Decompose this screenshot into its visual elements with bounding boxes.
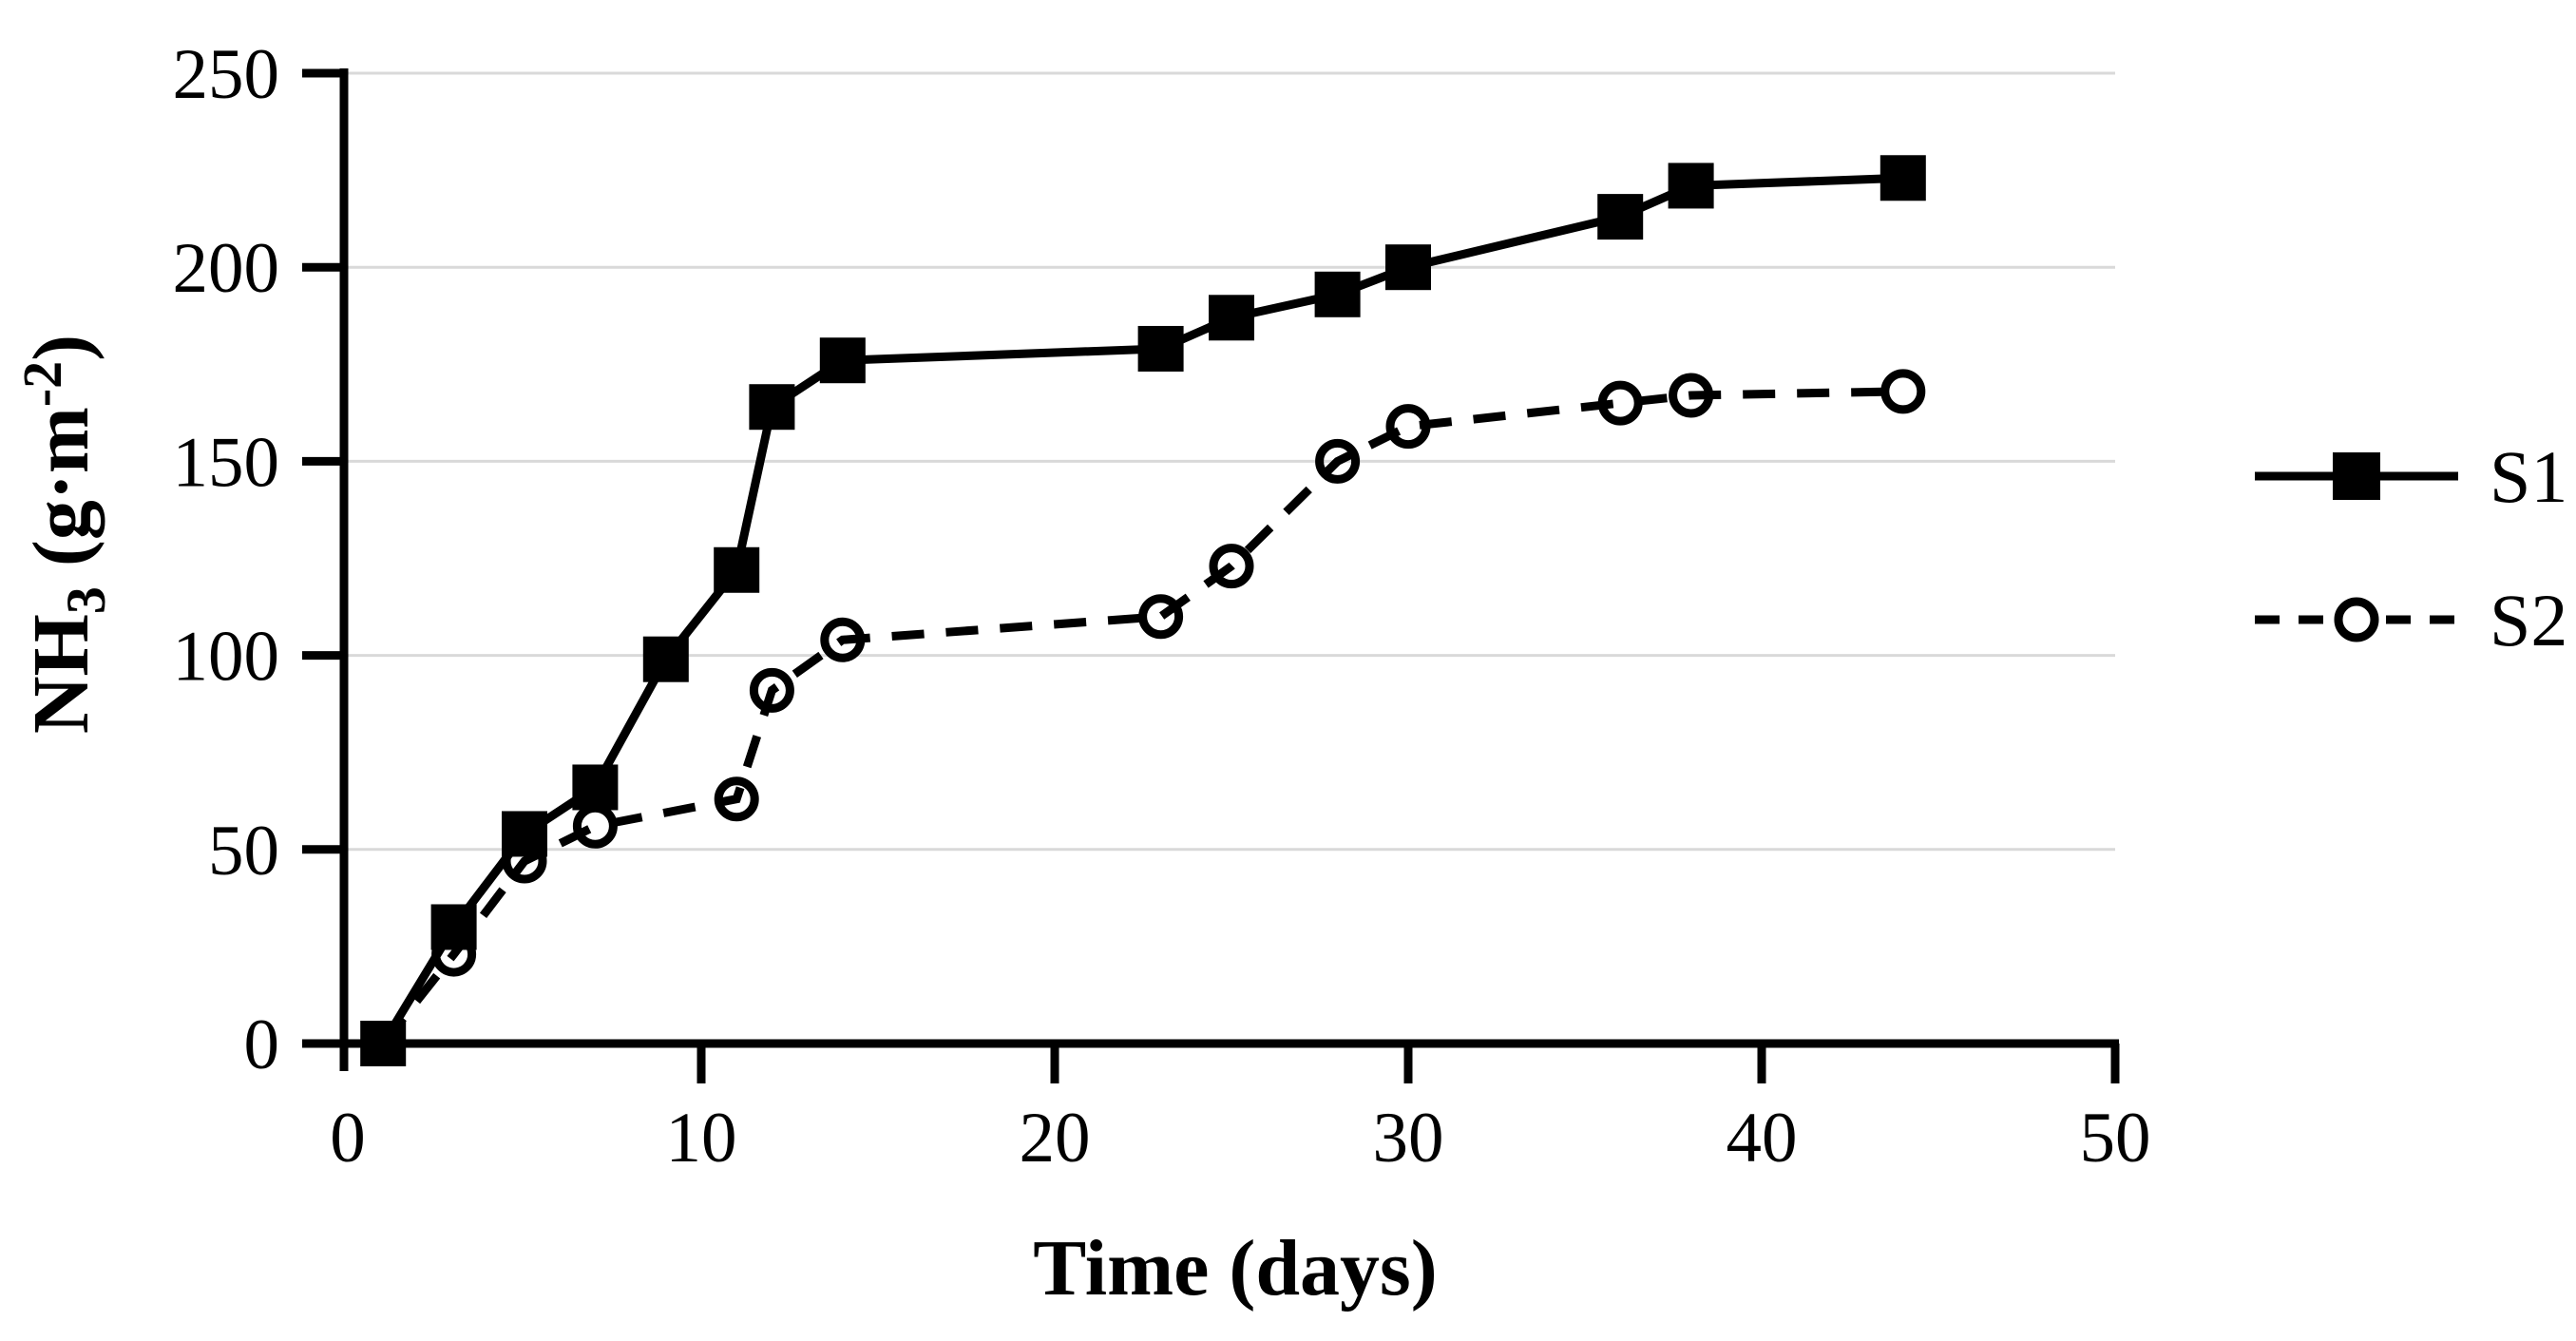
data-point-S2-day-5 [502,838,547,884]
legend-item-s1: S1 [2255,435,2567,518]
data-point-S2-day-3 [431,931,477,977]
legend: S1 S2 [2255,435,2567,661]
gridlines [340,71,2115,852]
data-point-S2-day-12 [749,667,794,713]
x-tick-label-40: 40 [1727,1099,1798,1178]
data-point-S2-day-44 [1880,369,1926,414]
data-point-S1-day-28 [1314,271,1361,317]
legend-item-s2: S2 [2255,579,2567,661]
legend-s1-label: S1 [2490,435,2567,518]
x-tick-label-20: 20 [1020,1099,1091,1178]
axes [302,68,2120,1083]
data-point-S1-day-25 [1209,295,1254,341]
x-tick-label-0: 0 [330,1099,366,1178]
data-point-S1-day-7 [572,764,619,811]
x-tick-label-30: 30 [1373,1099,1444,1178]
series-s2 [360,369,1926,1066]
y-tick-label-200: 200 [173,229,280,308]
data-point-S2-day-7 [572,803,618,849]
legend-s1-square-marker [2333,452,2380,500]
x-tick-labels: 0 10 20 30 40 50 [330,1099,2150,1178]
data-point-S2-day-36 [1597,380,1643,426]
y-tick-labels: 0 50 100 150 200 250 [173,35,280,1084]
data-point-S1-day-36 [1597,194,1644,240]
y-tick-label-150: 150 [173,423,280,502]
x-tick-label-10: 10 [666,1099,737,1178]
data-point-S2-day-1 [360,1021,406,1066]
y-tick-label-0: 0 [244,1006,280,1084]
x-tick-label-50: 50 [2080,1099,2151,1178]
data-point-S1-day-12 [749,384,795,431]
y-tick-label-250: 250 [173,35,280,114]
data-point-S2-day-38 [1669,373,1714,418]
data-point-S1-day-30 [1385,244,1431,291]
data-point-S2-day-23 [1138,594,1184,640]
data-point-S1-day-14 [819,337,866,384]
data-point-S2-day-14 [820,617,866,662]
legend-s2-label: S2 [2490,579,2567,661]
data-point-S1-day-44 [1880,155,1926,201]
data-point-S1-day-9 [642,636,689,682]
series-S2-line [379,387,1903,1046]
data-point-S2-day-11 [714,776,759,822]
data-point-S1-day-23 [1137,325,1184,372]
data-point-S2-day-28 [1315,438,1361,484]
data-point-S2-day-25 [1209,544,1254,589]
data-point-S1-day-11 [714,546,760,593]
x-axis-title: Time (days) [1033,1224,1437,1312]
y-tick-label-100: 100 [173,618,280,697]
y-axis-title: NH3 (g·m-2) [11,335,117,734]
legend-s2-circle-marker [2334,597,2379,642]
data-point-S2-day-30 [1385,404,1431,450]
y-tick-label-50: 50 [208,812,279,891]
data-point-S1-day-38 [1668,163,1714,209]
